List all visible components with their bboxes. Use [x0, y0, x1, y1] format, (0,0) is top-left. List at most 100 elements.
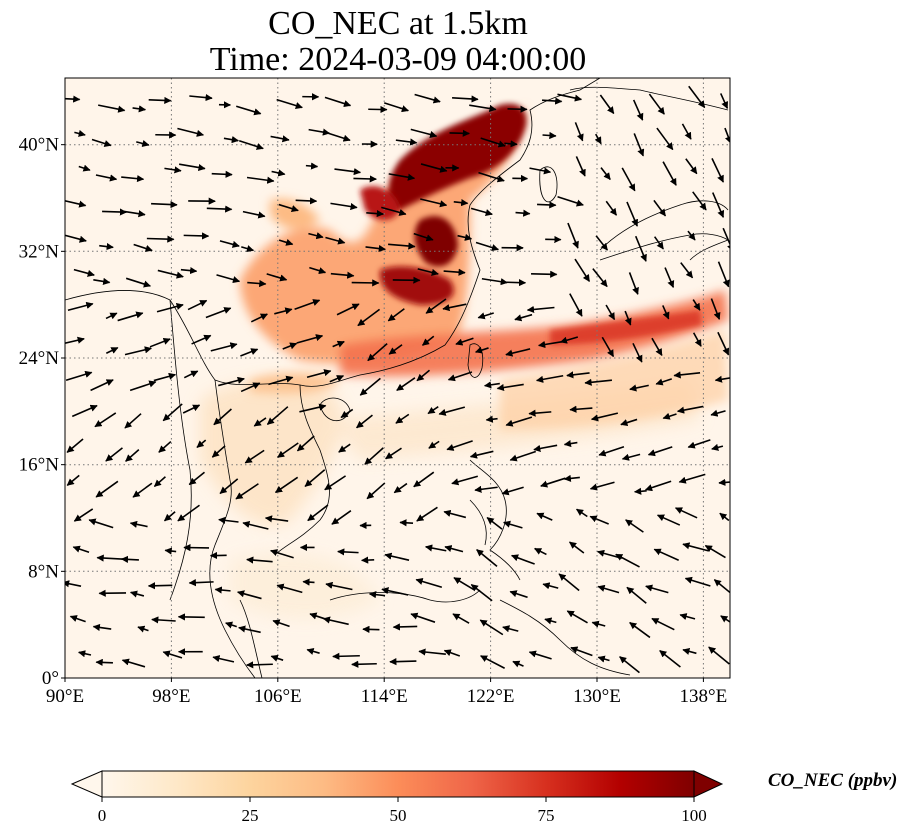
wind-arrow — [157, 269, 184, 279]
wind-arrow — [393, 482, 408, 494]
wind-arrow — [438, 406, 466, 416]
wind-arrow — [338, 443, 351, 453]
wind-arrow — [102, 208, 128, 216]
wind-arrow — [196, 439, 207, 448]
wind-arrow — [662, 161, 677, 186]
wind-arrow — [147, 582, 173, 590]
lat-tick-label: 8°N — [28, 561, 59, 582]
wind-arrow — [218, 516, 239, 524]
wind-arrow — [71, 404, 98, 418]
wind-arrow — [568, 541, 585, 554]
wind-arrow — [322, 616, 349, 626]
wind-arrow — [65, 336, 85, 345]
wind-arrow — [451, 475, 478, 486]
wind-arrow — [620, 418, 638, 427]
wind-arrow — [381, 206, 407, 216]
wind-arrow — [651, 617, 675, 631]
wind-arrow — [474, 485, 498, 493]
wind-arrow — [469, 450, 494, 459]
wind-arrow — [274, 476, 299, 494]
wind-arrow — [509, 450, 537, 462]
wind-arrow — [74, 129, 86, 137]
wind-arrow — [329, 375, 345, 383]
wind-arrow — [457, 233, 473, 241]
wind-arrow — [421, 335, 435, 346]
wind-arrow — [334, 168, 362, 176]
colorbar-tick-label: 100 — [681, 806, 707, 825]
colorbar-tick-label: 0 — [98, 806, 107, 825]
wind-arrow — [574, 258, 591, 282]
wind-arrow — [219, 478, 239, 495]
wind-arrow — [505, 348, 531, 357]
wind-arrow — [129, 380, 157, 392]
wind-arrow — [717, 331, 730, 356]
wind-arrow — [708, 646, 730, 665]
wind-arrow — [455, 337, 474, 346]
lon-tick-label: 106°E — [254, 686, 302, 707]
wind-arrow — [187, 299, 208, 311]
wind-arrow — [66, 474, 80, 486]
wind-arrow — [575, 508, 588, 518]
wind-arrow — [395, 138, 418, 146]
wind-arrow — [266, 273, 288, 282]
wind-arrow — [330, 271, 355, 279]
wind-arrow — [563, 440, 578, 448]
wind-arrow — [511, 554, 535, 565]
wind-arrow — [361, 556, 375, 564]
wind-arrow — [296, 334, 324, 344]
wind-arrow — [241, 245, 255, 253]
wind-arrow — [504, 140, 518, 148]
wind-arrow — [121, 175, 145, 183]
wind-arrow — [278, 203, 299, 213]
wind-arrow — [687, 230, 696, 241]
wind-arrow — [364, 447, 384, 465]
wind-arrow — [589, 481, 615, 491]
wind-arrow — [443, 268, 466, 276]
wind-arrow — [65, 580, 82, 588]
lat-tick-label: 16°N — [19, 455, 60, 476]
wind-arrow — [717, 261, 730, 288]
wind-arrow — [594, 133, 602, 145]
lon-tick-label: 98°E — [152, 686, 190, 707]
wind-arrow — [270, 654, 284, 662]
wind-arrow — [653, 199, 667, 217]
wind-arrow — [96, 554, 125, 562]
wind-arrow — [66, 438, 84, 453]
wind-arrow — [678, 473, 706, 484]
wind-arrow — [420, 163, 448, 173]
wind-arrow — [648, 93, 665, 115]
lat-tick-label: 32°N — [19, 241, 60, 262]
wind-arrow — [651, 337, 663, 357]
wind-arrow — [575, 156, 586, 177]
wind-arrow — [389, 658, 417, 666]
wind-arrow — [356, 414, 373, 429]
lat-tick-label: 40°N — [19, 135, 60, 156]
wind-arrow — [214, 586, 231, 594]
lat-tick-labels: 0° 8°N 16°N 24°N 32°N 40°N — [19, 135, 65, 689]
wind-arrow — [78, 164, 91, 172]
wind-arrow — [162, 403, 183, 422]
wind-arrow — [531, 270, 558, 278]
wind-arrow — [479, 619, 504, 636]
map-title: CO_NEC at 1.5km — [268, 5, 528, 42]
wind-arrow — [240, 382, 261, 393]
wind-arrow — [336, 303, 360, 316]
wind-arrow — [271, 169, 286, 177]
wind-arrow — [475, 241, 500, 252]
wind-arrow — [246, 661, 273, 669]
wind-arrow — [132, 105, 147, 113]
wind-arrow — [136, 139, 150, 147]
wind-arrow — [541, 97, 563, 105]
wind-arrow — [332, 652, 360, 660]
wind-arrow — [598, 446, 625, 457]
wind-arrow — [470, 207, 493, 217]
wind-arrow — [274, 307, 293, 315]
wind-arrow — [211, 170, 233, 178]
colorbar-tick-label: 25 — [242, 806, 259, 825]
wind-arrow — [720, 615, 730, 623]
lon-tick-labels: 90°E 98°E 106°E 114°E 122°E 130°E 138°E — [46, 678, 727, 707]
wind-arrow — [246, 556, 273, 564]
wind-arrow — [211, 445, 226, 458]
wind-arrow — [682, 647, 697, 655]
